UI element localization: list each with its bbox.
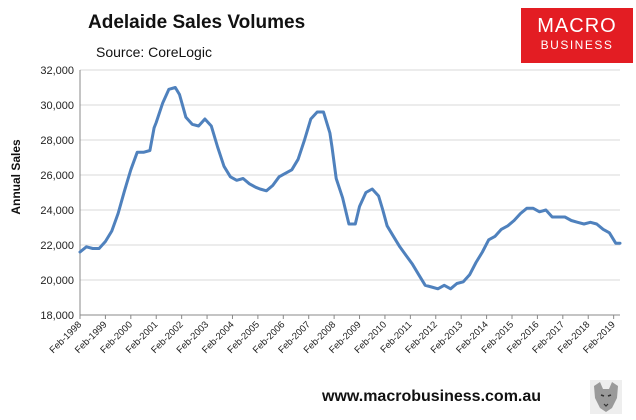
y-tick-label: 18,000 [40,310,74,322]
y-tick-label: 20,000 [40,275,74,287]
sales-volume-line [78,86,622,291]
y-tick-label: 22,000 [40,240,74,252]
macrobusiness-logo: MACRO BUSINESS [521,8,633,63]
y-axis-label: Annual Sales [9,139,23,215]
chart-source: Source: CoreLogic [96,44,212,60]
series-group [78,86,622,291]
footer-url: www.macrobusiness.com.au [322,388,542,405]
chart-title: Adelaide Sales Volumes [88,12,306,33]
logo-line2: BUSINESS [540,38,614,52]
y-tick-label: 26,000 [40,170,74,182]
axes [79,70,620,319]
y-tick-labels: 18,000 20,000 22,000 24,000 26,000 28,000 30,0… [40,65,74,322]
y-tick-label: 32,000 [40,65,74,77]
y-tick-label: 28,000 [40,135,74,147]
grid-lines [80,69,620,281]
logo-line1: MACRO [537,15,617,37]
y-tick-label: 24,000 [40,205,74,217]
wolf-logo-icon [590,380,622,414]
y-tick-label: 30,000 [40,100,74,112]
x-tick-labels: Feb-1998Feb-1999Feb-2000Feb-2001Feb-2002… [48,319,618,356]
